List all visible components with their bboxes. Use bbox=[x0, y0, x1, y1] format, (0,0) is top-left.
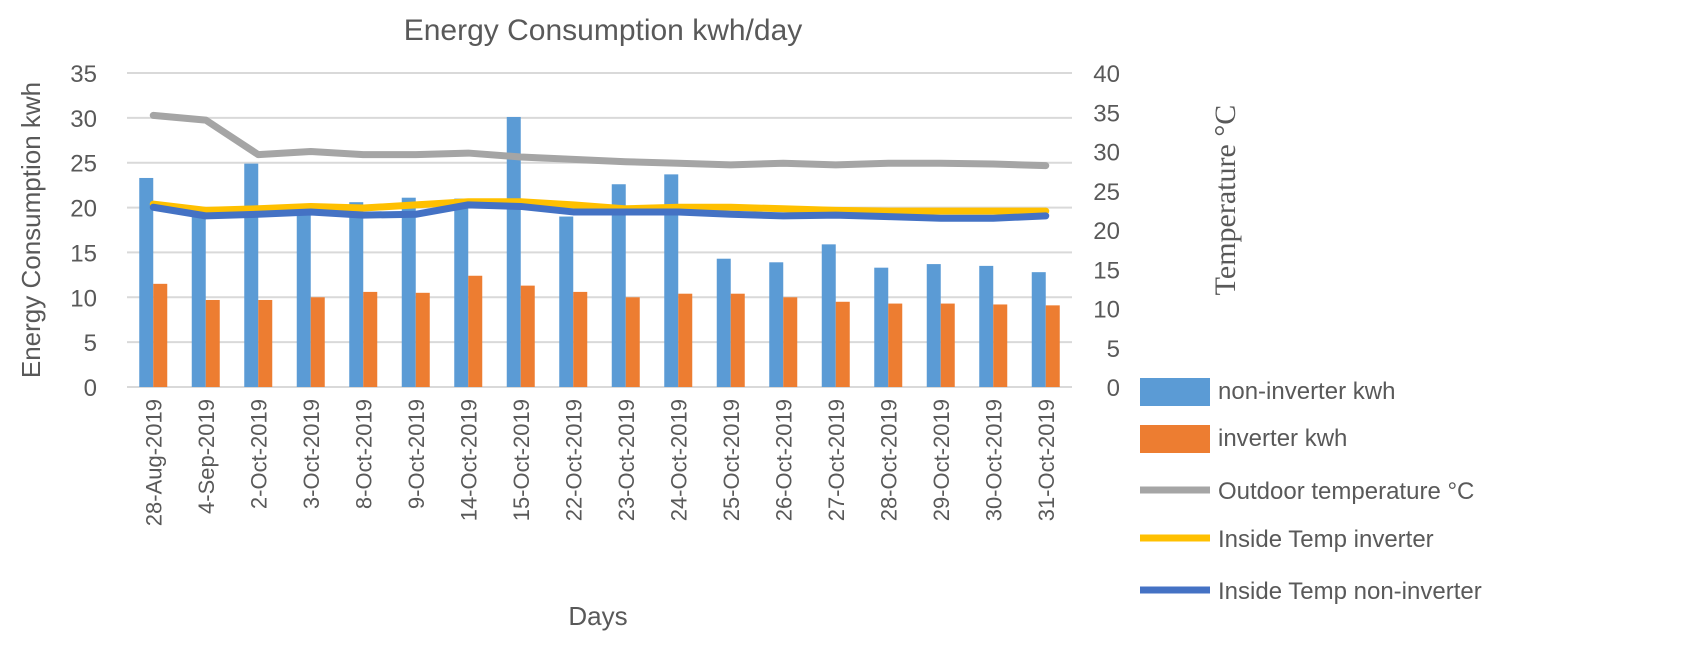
line-Inside-Temp-non-inverter bbox=[149, 201, 1050, 222]
bar-non-inverter-kwh bbox=[296, 212, 311, 387]
y2-tick-label: 15 bbox=[1093, 257, 1120, 284]
y2-tick-label: 10 bbox=[1093, 297, 1120, 324]
x-tick-label: 31-Oct-2019 bbox=[1034, 399, 1059, 521]
legend-swatch bbox=[1140, 425, 1210, 453]
bar-inverter-kwh bbox=[363, 291, 378, 387]
bar-inverter-kwh bbox=[153, 283, 168, 387]
bar-non-inverter-kwh bbox=[349, 202, 364, 387]
y-tick-label: 35 bbox=[70, 61, 97, 88]
y-tick-label: 30 bbox=[70, 106, 97, 133]
bar-inverter-kwh bbox=[258, 299, 273, 387]
x-tick-label: 28-Oct-2019 bbox=[876, 399, 901, 521]
bar-inverter-kwh bbox=[678, 293, 693, 387]
bar-non-inverter-kwh bbox=[401, 197, 416, 387]
x-tick-label: 27-Oct-2019 bbox=[824, 399, 849, 521]
y2-tick-label: 5 bbox=[1107, 336, 1120, 363]
y-axis-label: Energy Consumption kwh bbox=[16, 82, 46, 378]
x-tick-label: 30-Oct-2019 bbox=[981, 399, 1006, 521]
x-tick-label: 2-Oct-2019 bbox=[246, 399, 271, 509]
bar-inverter-kwh bbox=[625, 297, 640, 387]
bar-non-inverter-kwh bbox=[559, 216, 574, 387]
bar-non-inverter-kwh bbox=[926, 264, 941, 387]
x-tick-label: 8-Oct-2019 bbox=[351, 399, 376, 509]
x-tick-label: 24-Oct-2019 bbox=[666, 399, 691, 521]
line-Inside-Temp-inverter bbox=[149, 198, 1050, 215]
x-tick-label: 23-Oct-2019 bbox=[614, 399, 639, 521]
bar-inverter-kwh bbox=[888, 303, 903, 387]
bar-non-inverter-kwh bbox=[716, 258, 731, 387]
legend-label: Inside Temp inverter bbox=[1218, 526, 1434, 553]
y-tick-label: 15 bbox=[70, 240, 97, 267]
bar-inverter-kwh bbox=[310, 297, 325, 387]
bar-non-inverter-kwh bbox=[769, 262, 784, 387]
y2-tick-label: 35 bbox=[1093, 100, 1120, 127]
bar-inverter-kwh bbox=[468, 275, 483, 387]
bar-inverter-kwh bbox=[205, 299, 220, 387]
bar-inverter-kwh bbox=[783, 297, 798, 387]
chart-title: Energy Consumption kwh/day bbox=[404, 14, 803, 47]
y2-tick-label: 25 bbox=[1093, 179, 1120, 206]
x-axis-label: Days bbox=[568, 601, 627, 631]
x-tick-label: 28-Aug-2019 bbox=[141, 399, 166, 526]
x-tick-label: 15-Oct-2019 bbox=[509, 399, 534, 521]
y2-tick-label: 30 bbox=[1093, 140, 1120, 167]
x-tick-label: 4-Sep-2019 bbox=[194, 399, 219, 514]
y2-tick-label: 40 bbox=[1093, 61, 1120, 88]
bar-inverter-kwh bbox=[573, 291, 588, 387]
x-tick-label: 22-Oct-2019 bbox=[561, 399, 586, 521]
bar-non-inverter-kwh bbox=[664, 174, 679, 387]
x-tick-label: 25-Oct-2019 bbox=[719, 399, 744, 521]
y2-tick-label: 20 bbox=[1093, 218, 1120, 245]
y-tick-label: 0 bbox=[84, 375, 97, 402]
y-tick-label: 5 bbox=[84, 330, 97, 357]
legend-label: Inside Temp non-inverter bbox=[1218, 578, 1482, 605]
x-tick-label: 9-Oct-2019 bbox=[404, 399, 429, 509]
bar-inverter-kwh bbox=[520, 285, 535, 387]
x-tick-label: 26-Oct-2019 bbox=[771, 399, 796, 521]
x-tick-label: 3-Oct-2019 bbox=[299, 399, 324, 509]
bar-non-inverter-kwh bbox=[874, 267, 889, 387]
x-tick-label: 14-Oct-2019 bbox=[456, 399, 481, 521]
bar-inverter-kwh bbox=[1045, 305, 1060, 387]
bar-non-inverter-kwh bbox=[821, 244, 836, 387]
y2-axis-label: Temperature °C bbox=[1209, 105, 1242, 296]
legend-swatch bbox=[1140, 378, 1210, 406]
y-tick-label: 20 bbox=[70, 196, 97, 223]
bar-inverter-kwh bbox=[730, 293, 745, 387]
bar-non-inverter-kwh bbox=[611, 184, 626, 387]
bar-non-inverter-kwh bbox=[139, 177, 154, 387]
line-Outdoor-temperature-C bbox=[149, 111, 1050, 170]
bar-inverter-kwh bbox=[940, 303, 955, 387]
bar-non-inverter-kwh bbox=[1031, 272, 1046, 387]
bar-non-inverter-kwh bbox=[454, 198, 469, 387]
x-tick-label: 29-Oct-2019 bbox=[929, 399, 954, 521]
legend-label: non-inverter kwh bbox=[1218, 378, 1395, 405]
bar-inverter-kwh bbox=[835, 301, 850, 387]
bar-non-inverter-kwh bbox=[506, 116, 521, 388]
legend-label: Outdoor temperature °C bbox=[1218, 478, 1474, 505]
bar-inverter-kwh bbox=[993, 304, 1008, 387]
legend-label: inverter kwh bbox=[1218, 425, 1347, 452]
y-tick-label: 25 bbox=[70, 151, 97, 178]
bar-non-inverter-kwh bbox=[979, 265, 994, 387]
bar-non-inverter-kwh bbox=[191, 214, 206, 387]
bar-inverter-kwh bbox=[415, 292, 430, 387]
y2-tick-label: 0 bbox=[1107, 375, 1120, 402]
y-tick-label: 10 bbox=[70, 285, 97, 312]
bar-non-inverter-kwh bbox=[244, 163, 259, 387]
